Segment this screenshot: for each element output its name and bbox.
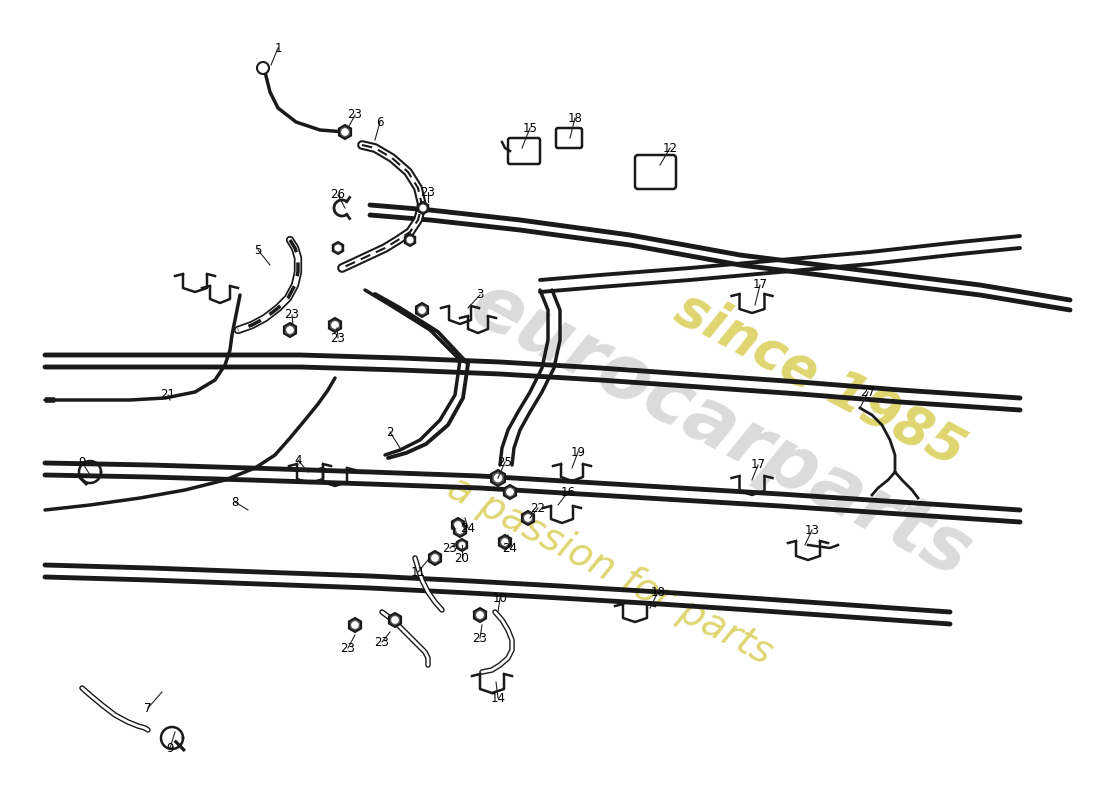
Text: 4: 4 — [295, 454, 301, 466]
Text: 2: 2 — [386, 426, 394, 438]
Polygon shape — [504, 485, 516, 499]
Text: 22: 22 — [530, 502, 546, 514]
Circle shape — [455, 522, 461, 528]
Text: 9: 9 — [166, 742, 174, 754]
Polygon shape — [333, 242, 343, 254]
Text: 26: 26 — [330, 189, 345, 202]
Polygon shape — [329, 318, 341, 332]
Text: 24: 24 — [503, 542, 517, 554]
Text: 23: 23 — [473, 631, 487, 645]
Polygon shape — [429, 551, 441, 565]
Text: 23: 23 — [420, 186, 436, 198]
Circle shape — [460, 542, 464, 548]
FancyBboxPatch shape — [635, 155, 676, 189]
Polygon shape — [452, 518, 464, 532]
Polygon shape — [284, 323, 296, 337]
Text: 20: 20 — [454, 551, 470, 565]
Polygon shape — [349, 618, 361, 632]
Text: 14: 14 — [491, 691, 506, 705]
Circle shape — [456, 527, 463, 533]
Circle shape — [494, 474, 502, 482]
Text: 10: 10 — [493, 591, 507, 605]
Polygon shape — [416, 303, 428, 317]
Text: 11: 11 — [410, 566, 426, 578]
Text: 18: 18 — [650, 586, 666, 598]
Polygon shape — [456, 539, 468, 551]
Text: 6: 6 — [376, 115, 384, 129]
Circle shape — [257, 62, 270, 74]
Text: since 1985: since 1985 — [667, 282, 974, 478]
Text: 13: 13 — [804, 523, 820, 537]
Polygon shape — [418, 202, 428, 214]
Polygon shape — [521, 511, 535, 525]
Circle shape — [336, 246, 341, 250]
Polygon shape — [389, 613, 402, 627]
Polygon shape — [339, 125, 351, 139]
Text: 1: 1 — [274, 42, 282, 54]
Text: 7: 7 — [144, 702, 152, 714]
Circle shape — [332, 322, 338, 328]
Circle shape — [419, 307, 425, 313]
Text: 15: 15 — [522, 122, 538, 134]
Text: 5: 5 — [254, 243, 262, 257]
Text: 23: 23 — [442, 542, 458, 554]
Text: a passion for parts: a passion for parts — [441, 468, 779, 672]
Text: 12: 12 — [662, 142, 678, 154]
Polygon shape — [474, 608, 486, 622]
Text: 16: 16 — [561, 486, 575, 498]
Polygon shape — [491, 470, 505, 486]
Text: 8: 8 — [231, 495, 239, 509]
Circle shape — [502, 539, 508, 545]
Circle shape — [477, 612, 483, 618]
Text: 18: 18 — [568, 111, 582, 125]
Text: 24: 24 — [461, 522, 475, 534]
Polygon shape — [454, 523, 466, 537]
Circle shape — [420, 206, 426, 210]
Text: 23: 23 — [331, 331, 345, 345]
Text: 23: 23 — [341, 642, 355, 654]
Text: 23: 23 — [375, 635, 389, 649]
Circle shape — [342, 129, 348, 135]
Text: 27: 27 — [860, 386, 876, 398]
Circle shape — [432, 555, 438, 561]
Text: 9: 9 — [78, 455, 86, 469]
Circle shape — [564, 133, 574, 143]
Text: 17: 17 — [752, 278, 768, 291]
Text: 21: 21 — [161, 389, 176, 402]
Text: 23: 23 — [348, 109, 362, 122]
Circle shape — [407, 238, 412, 242]
Circle shape — [287, 327, 293, 333]
Text: 19: 19 — [571, 446, 585, 458]
FancyBboxPatch shape — [556, 128, 582, 148]
Circle shape — [352, 622, 359, 628]
FancyBboxPatch shape — [508, 138, 540, 164]
Text: eurocarparts: eurocarparts — [456, 266, 983, 594]
Circle shape — [507, 489, 513, 495]
Text: 25: 25 — [497, 455, 513, 469]
Text: 23: 23 — [285, 309, 299, 322]
Polygon shape — [405, 234, 415, 246]
Polygon shape — [499, 535, 512, 549]
Circle shape — [525, 515, 531, 521]
Text: 3: 3 — [476, 289, 484, 302]
Text: 17: 17 — [750, 458, 766, 471]
Circle shape — [392, 617, 398, 623]
